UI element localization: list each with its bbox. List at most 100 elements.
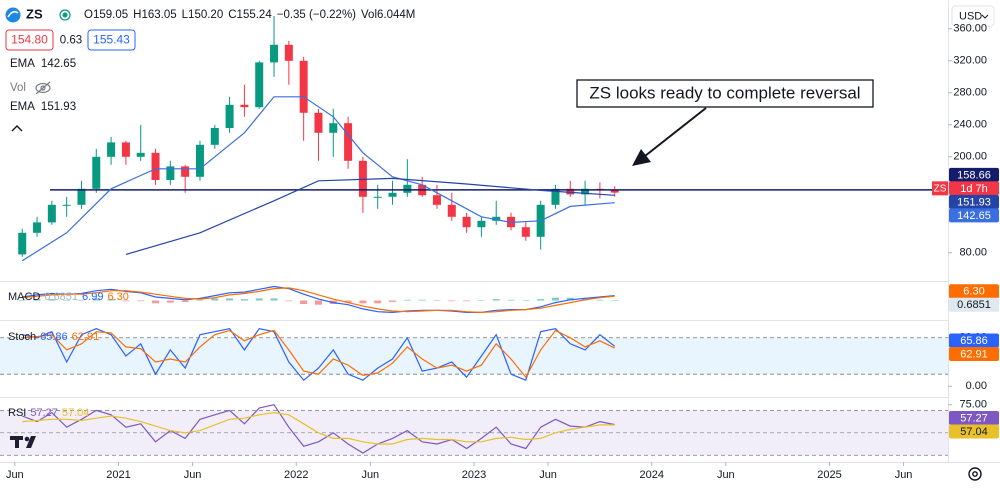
volume: 6.044M — [377, 9, 415, 21]
candle-body — [166, 166, 175, 180]
ema-line — [21, 96, 615, 262]
ohlc-value: 155.24 — [237, 9, 273, 21]
x-tick-label: Jun — [6, 469, 24, 481]
y-tick-label: 360.00 — [953, 23, 987, 35]
ema-tag — [949, 194, 999, 209]
candle-body — [314, 112, 323, 133]
candle-body — [344, 123, 353, 161]
indicator-line — [22, 411, 615, 445]
study-legend: EMA 142.65 — [10, 58, 76, 70]
symbol: ZS — [26, 6, 43, 21]
tv-logo[interactable] — [10, 436, 36, 448]
histogram-bar — [522, 300, 530, 301]
price-tag-label: 1d 7h — [960, 183, 988, 195]
histogram-bar — [166, 300, 174, 303]
histogram-bar — [507, 299, 515, 301]
study-value: 62.91 — [72, 331, 100, 343]
histogram-bar — [551, 297, 559, 301]
candle-body — [181, 166, 190, 177]
candle-body — [581, 188, 590, 195]
histogram-bar — [63, 300, 71, 301]
ask: 155.43 — [93, 33, 130, 47]
logo-part — [26, 436, 36, 448]
candle-body — [210, 128, 219, 145]
study-name: MACD — [8, 291, 40, 303]
ema-tag-label: 142.65 — [957, 210, 991, 222]
candle-body — [477, 220, 486, 228]
histogram-bar — [389, 300, 397, 302]
histogram-bar — [285, 300, 293, 302]
candle-body — [551, 188, 560, 205]
histogram-bar — [300, 300, 308, 304]
candle-body — [447, 204, 456, 217]
indicator-tag — [949, 333, 999, 348]
ask-box[interactable] — [87, 29, 136, 51]
currency: USD — [959, 10, 982, 22]
study-value: 0.6851 — [44, 291, 78, 303]
x-tick-label: Jun — [895, 469, 913, 481]
study-name: RSI — [8, 407, 26, 419]
ohlc-key: L — [182, 9, 189, 21]
annotation-box — [576, 79, 874, 108]
ohlc-key: O — [84, 9, 93, 21]
indicator-line — [22, 328, 616, 382]
signal-tag-label: 6.30 — [963, 286, 984, 298]
histogram-bar — [92, 298, 100, 301]
annotation: ZS looks ready to complete reversal — [589, 83, 860, 102]
spread: 0.63 — [60, 35, 82, 47]
candle-body — [136, 152, 145, 157]
symbol-tag — [932, 181, 948, 196]
histogram-bar — [344, 300, 352, 303]
y-tick-label: 75.00 — [959, 399, 987, 411]
ohlc-value: 159.05 — [93, 9, 128, 21]
histogram-bar — [48, 299, 56, 301]
histogram-bar — [137, 300, 145, 302]
indicator-tag — [949, 411, 999, 426]
annotation-arrowhead — [632, 149, 651, 166]
y-tick-label: 200.00 — [953, 151, 987, 163]
histogram-bar — [107, 299, 115, 301]
currency-chevron — [981, 14, 989, 19]
bid-box[interactable] — [5, 29, 54, 51]
indicator-line — [22, 329, 615, 379]
indicator-line — [21, 404, 615, 454]
bid: 154.80 — [11, 33, 48, 47]
histogram-bar — [566, 297, 574, 301]
histogram-bar — [270, 298, 278, 301]
histogram-bar — [181, 300, 189, 302]
ohlc-legend: O159.05 H163.05 L150.20 C155.24 −0.35 (−0.22… — [84, 9, 415, 21]
histogram-bar — [314, 300, 322, 305]
candle-body — [373, 196, 382, 198]
candle-body — [299, 60, 308, 113]
annotation-arrow — [644, 107, 707, 157]
hidden-study: Vol — [10, 82, 26, 94]
currency-box[interactable] — [951, 5, 995, 27]
y-tick-label: 280.00 — [953, 87, 987, 99]
hidden-icon[interactable] — [35, 81, 51, 95]
logo-part — [24, 436, 30, 442]
candle-body — [329, 123, 338, 133]
histogram-bar — [611, 300, 619, 301]
candle-body — [62, 204, 71, 206]
histogram-bar — [77, 299, 85, 301]
price-tag — [949, 181, 999, 196]
y-tick-label: 240.00 — [953, 119, 987, 131]
candle-body — [610, 189, 619, 193]
study-value: 6.30 — [107, 291, 128, 303]
candle-body — [270, 44, 279, 63]
candle-body — [240, 104, 249, 108]
histogram-bar — [477, 300, 485, 301]
candle-body — [195, 144, 204, 177]
candle-body — [225, 104, 234, 128]
settings-icon[interactable] — [968, 467, 982, 481]
histogram-bar — [196, 299, 204, 301]
x-tick-label: 2021 — [106, 469, 130, 481]
band — [0, 410, 948, 456]
histogram-bar — [374, 300, 382, 304]
candle-body — [77, 188, 86, 205]
candle-body — [151, 152, 160, 180]
ohlc-key: C — [228, 9, 236, 21]
histogram-bar — [448, 300, 456, 302]
collapse-legend[interactable] — [11, 125, 23, 132]
